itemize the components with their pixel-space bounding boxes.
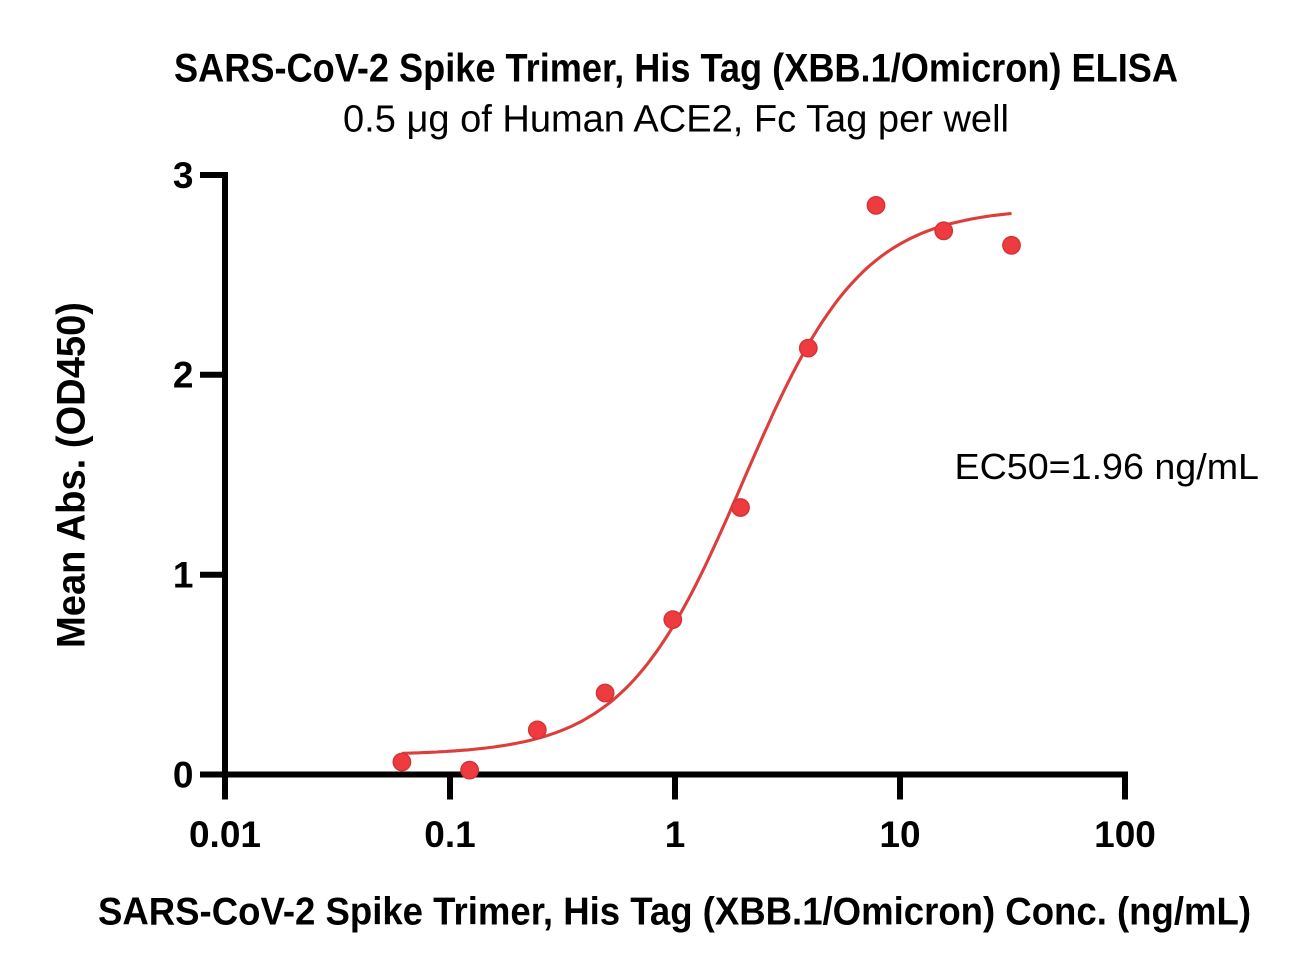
svg-text:SARS-CoV-2 Spike Trimer, His T: SARS-CoV-2 Spike Trimer, His Tag (XBB.1/…	[174, 47, 1178, 91]
svg-text:10: 10	[879, 814, 920, 855]
svg-text:EC50=1.96 ng/mL: EC50=1.96 ng/mL	[955, 446, 1260, 487]
svg-text:2: 2	[173, 355, 194, 396]
svg-text:0: 0	[173, 754, 194, 795]
svg-text:0.01: 0.01	[189, 814, 261, 855]
svg-text:0.1: 0.1	[424, 814, 475, 855]
svg-text:1: 1	[173, 555, 194, 596]
svg-text:100: 100	[1094, 814, 1156, 855]
svg-text:0.5 μg of Human ACE2, Fc Tag p: 0.5 μg of Human ACE2, Fc Tag per well	[343, 99, 1009, 141]
svg-text:3: 3	[173, 155, 194, 196]
svg-text:1: 1	[665, 814, 686, 855]
svg-text:SARS-CoV-2 Spike Trimer, His T: SARS-CoV-2 Spike Trimer, His Tag (XBB.1/…	[98, 891, 1251, 934]
svg-text:Mean Abs. (OD450): Mean Abs. (OD450)	[49, 302, 93, 648]
